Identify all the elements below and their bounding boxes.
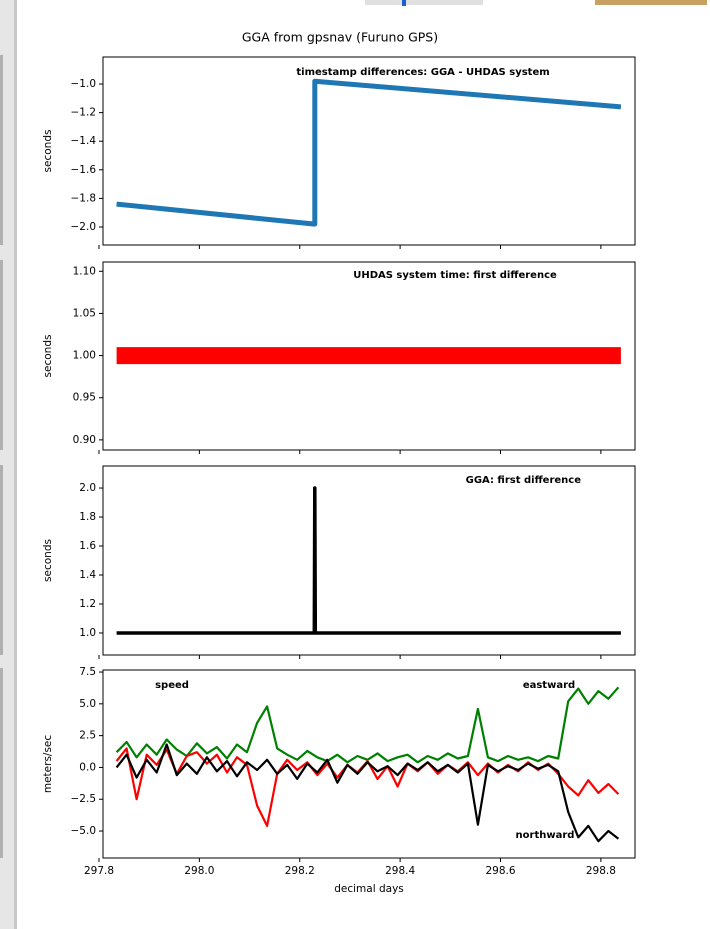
data-line bbox=[115, 686, 620, 764]
x-tick-label: 298.8 bbox=[586, 865, 616, 877]
side-tab bbox=[0, 55, 3, 245]
data-line-thin bbox=[116, 80, 621, 225]
annotation: GGA: first difference bbox=[466, 475, 582, 486]
y-axis-label: seconds bbox=[42, 539, 54, 582]
y-tick-label: 0.90 bbox=[73, 434, 96, 446]
annotation: UHDAS system time: first difference bbox=[353, 270, 557, 281]
x-axis-label: decimal days bbox=[334, 883, 404, 895]
y-tick-label: −1.2 bbox=[71, 107, 97, 119]
series-label: northward bbox=[516, 830, 575, 841]
axes-frame bbox=[102, 56, 636, 246]
y-tick-label: 5.0 bbox=[79, 698, 96, 710]
toolbar-strip bbox=[365, 0, 483, 5]
y-tick-label: −2.5 bbox=[71, 793, 97, 805]
side-tab bbox=[0, 668, 3, 858]
x-tick-label: 298.2 bbox=[285, 865, 315, 877]
series-label: speed bbox=[155, 680, 189, 691]
data-line bbox=[115, 743, 620, 843]
y-axis-label: meters/sec bbox=[42, 735, 54, 794]
y-tick-label: 0.0 bbox=[79, 761, 96, 773]
plot-area bbox=[116, 78, 622, 227]
y-tick-label: 1.05 bbox=[73, 307, 96, 319]
y-tick-label: 1.6 bbox=[79, 540, 96, 552]
plot-area bbox=[116, 486, 621, 635]
y-tick-label: −5.0 bbox=[71, 825, 97, 837]
annotation: timestamp differences: GGA - UHDAS syste… bbox=[296, 67, 549, 78]
y-tick-label: 1.4 bbox=[79, 569, 96, 581]
y-tick-label: 0.95 bbox=[73, 392, 96, 404]
y-tick-label: 1.10 bbox=[73, 265, 96, 277]
axes-frame bbox=[102, 261, 636, 451]
y-tick-label: −1.6 bbox=[71, 164, 97, 176]
x-tick-label: 298.0 bbox=[184, 865, 214, 877]
toolbar-icon bbox=[402, 0, 406, 6]
side-tab bbox=[0, 260, 3, 450]
axes-frame bbox=[102, 465, 636, 656]
x-tick-label: 298.6 bbox=[485, 865, 515, 877]
figure-title: GGA from gpsnav (Furuno GPS) bbox=[242, 30, 438, 45]
side-border bbox=[14, 0, 17, 929]
data-line bbox=[115, 747, 620, 828]
axes-frame bbox=[102, 669, 636, 859]
y-tick-label: 1.8 bbox=[79, 511, 96, 523]
y-tick-label: −1.0 bbox=[71, 78, 97, 90]
y-tick-label: 2.5 bbox=[79, 730, 96, 742]
data-line bbox=[116, 78, 622, 227]
toolbar-button bbox=[595, 0, 707, 5]
y-tick-label: −2.0 bbox=[71, 221, 97, 233]
y-tick-label: 1.0 bbox=[79, 627, 96, 639]
y-tick-label: 2.0 bbox=[79, 482, 96, 494]
y-tick-label: −1.8 bbox=[71, 192, 97, 204]
y-axis-label: seconds bbox=[42, 130, 54, 173]
y-tick-label: 1.2 bbox=[79, 598, 96, 610]
y-tick-label: −1.4 bbox=[71, 135, 97, 147]
y-tick-label: 7.5 bbox=[79, 666, 96, 678]
series-label: eastward bbox=[523, 680, 575, 691]
x-tick-label: 298.4 bbox=[385, 865, 415, 877]
y-tick-label: 1.00 bbox=[73, 350, 96, 362]
side-tab bbox=[0, 465, 3, 655]
y-axis-label: seconds bbox=[42, 335, 54, 378]
x-tick-label: 297.8 bbox=[84, 865, 114, 877]
plot-area bbox=[115, 686, 620, 843]
side-panel bbox=[0, 0, 16, 929]
data-line bbox=[116, 486, 621, 635]
